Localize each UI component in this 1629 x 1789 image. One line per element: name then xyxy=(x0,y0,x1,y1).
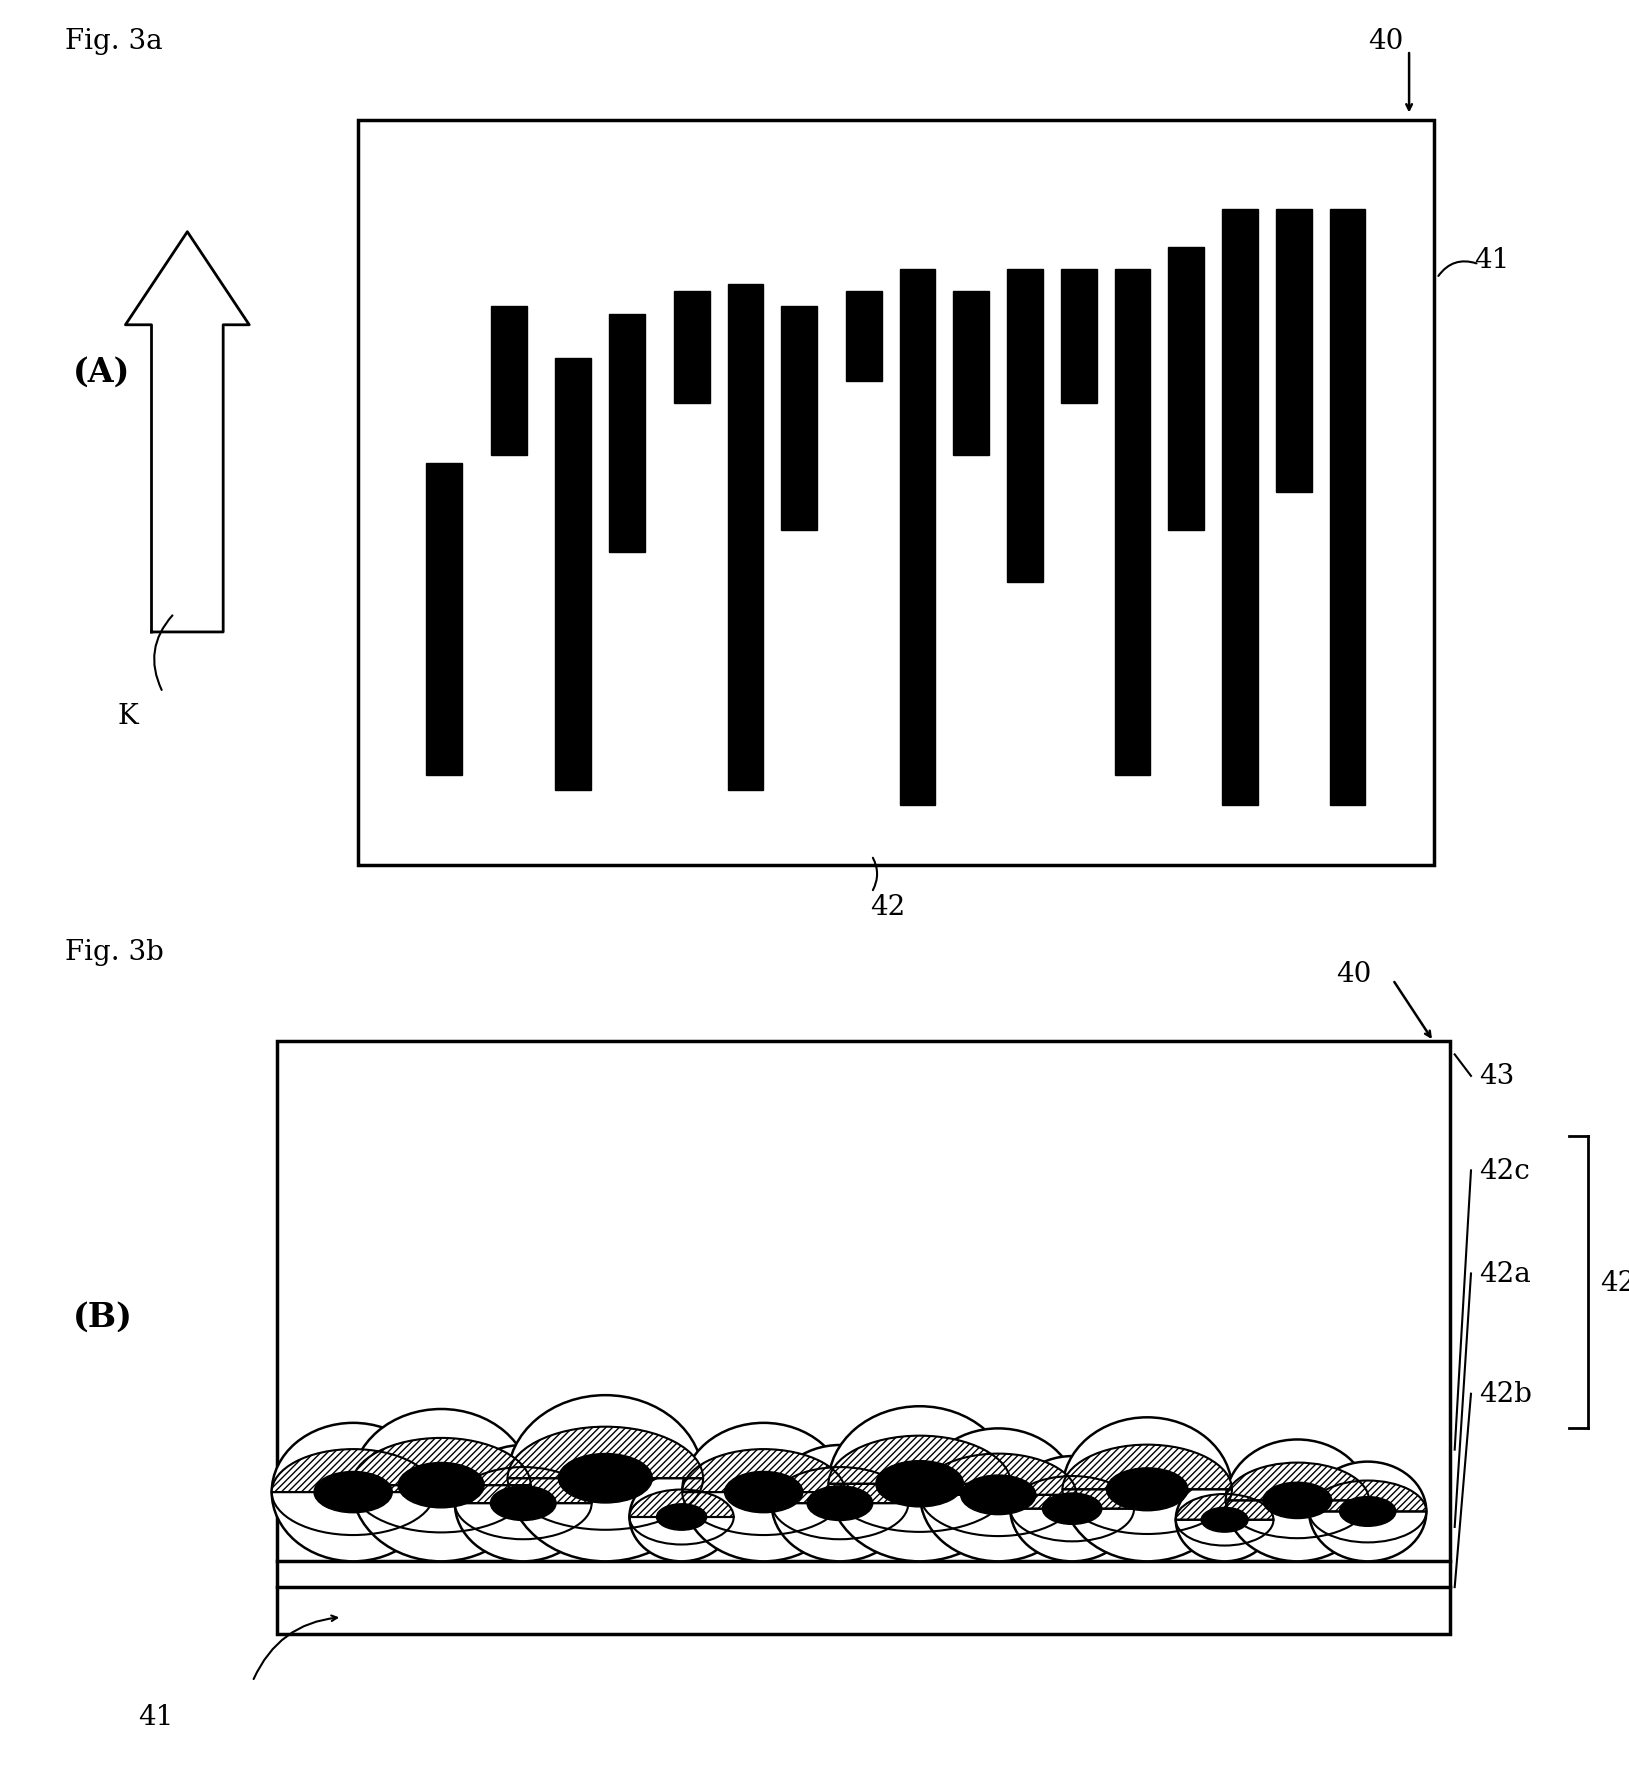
Bar xyxy=(277,1041,1450,1635)
Wedge shape xyxy=(508,1428,704,1478)
Bar xyxy=(953,292,989,456)
Ellipse shape xyxy=(1176,1478,1274,1562)
Circle shape xyxy=(961,1476,1036,1515)
Ellipse shape xyxy=(1062,1417,1232,1562)
Ellipse shape xyxy=(1010,1456,1134,1562)
Ellipse shape xyxy=(1310,1462,1427,1562)
Text: Fig. 3a: Fig. 3a xyxy=(65,29,163,55)
Bar xyxy=(1114,270,1150,776)
Circle shape xyxy=(397,1463,484,1508)
Circle shape xyxy=(876,1462,963,1506)
Text: 42b: 42b xyxy=(1479,1381,1531,1408)
Wedge shape xyxy=(772,1467,909,1503)
Wedge shape xyxy=(1062,1446,1232,1490)
Ellipse shape xyxy=(1225,1440,1368,1562)
Circle shape xyxy=(559,1454,652,1503)
Wedge shape xyxy=(829,1437,1012,1483)
Text: 41: 41 xyxy=(138,1703,174,1730)
Circle shape xyxy=(1262,1483,1333,1519)
Ellipse shape xyxy=(508,1395,704,1562)
Circle shape xyxy=(1106,1469,1188,1512)
Bar xyxy=(1276,211,1311,494)
Circle shape xyxy=(725,1472,803,1513)
Bar xyxy=(1007,270,1043,583)
Bar xyxy=(1168,247,1204,530)
Text: Fig. 3b: Fig. 3b xyxy=(65,939,165,966)
Circle shape xyxy=(1201,1508,1248,1533)
Wedge shape xyxy=(352,1438,531,1485)
Circle shape xyxy=(490,1487,555,1521)
Circle shape xyxy=(314,1472,393,1513)
Wedge shape xyxy=(454,1467,591,1503)
Ellipse shape xyxy=(454,1446,591,1562)
Ellipse shape xyxy=(829,1406,1012,1562)
Ellipse shape xyxy=(352,1410,531,1562)
Text: 42: 42 xyxy=(1600,1268,1629,1295)
Bar xyxy=(1060,270,1096,404)
Text: 42: 42 xyxy=(870,894,906,921)
Text: 40: 40 xyxy=(1368,29,1404,55)
Wedge shape xyxy=(1176,1494,1274,1521)
Bar xyxy=(845,292,881,381)
Bar xyxy=(490,308,526,456)
Circle shape xyxy=(1043,1494,1101,1524)
Ellipse shape xyxy=(629,1472,733,1562)
Bar xyxy=(609,315,645,553)
Polygon shape xyxy=(125,233,249,633)
Text: 40: 40 xyxy=(1336,961,1372,988)
Circle shape xyxy=(656,1505,707,1530)
Bar xyxy=(427,463,463,776)
Wedge shape xyxy=(683,1449,845,1492)
Bar xyxy=(674,292,710,404)
Ellipse shape xyxy=(272,1422,435,1562)
Text: (A): (A) xyxy=(73,356,130,388)
Bar xyxy=(728,284,764,791)
Ellipse shape xyxy=(920,1429,1077,1562)
Text: 42a: 42a xyxy=(1479,1259,1531,1288)
Circle shape xyxy=(1339,1497,1396,1526)
Bar xyxy=(899,270,935,805)
Bar xyxy=(1329,211,1365,805)
Wedge shape xyxy=(920,1454,1077,1496)
Text: 43: 43 xyxy=(1479,1063,1515,1090)
Text: 42c: 42c xyxy=(1479,1157,1530,1184)
Ellipse shape xyxy=(683,1422,845,1562)
Bar xyxy=(555,360,591,791)
Wedge shape xyxy=(272,1449,435,1492)
Wedge shape xyxy=(629,1490,733,1517)
Text: K: K xyxy=(117,703,138,730)
Wedge shape xyxy=(1010,1476,1134,1508)
Circle shape xyxy=(806,1487,873,1521)
Ellipse shape xyxy=(772,1446,909,1562)
Text: (B): (B) xyxy=(73,1301,134,1333)
Wedge shape xyxy=(1225,1463,1368,1501)
Bar xyxy=(358,122,1434,866)
Text: 41: 41 xyxy=(1474,247,1510,274)
Wedge shape xyxy=(1310,1481,1427,1512)
Bar xyxy=(782,308,818,530)
Bar xyxy=(1222,211,1258,805)
